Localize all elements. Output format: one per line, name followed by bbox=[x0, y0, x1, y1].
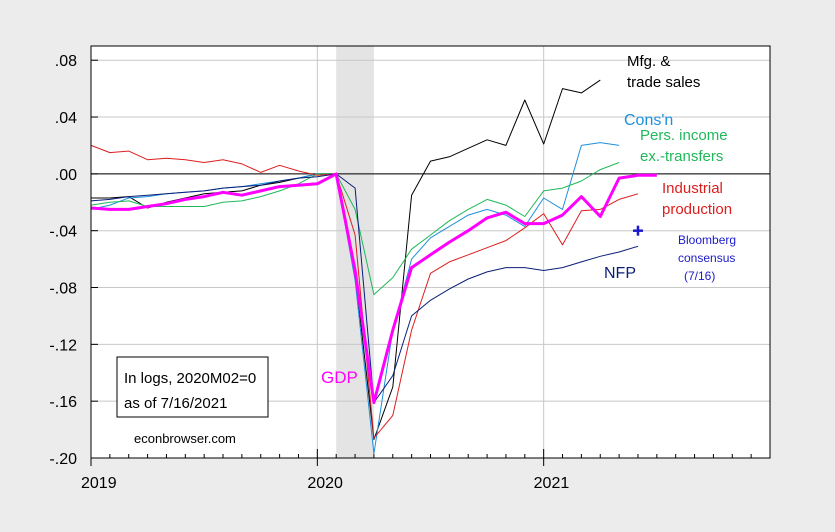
label-ip-line1: Industrial bbox=[662, 180, 723, 197]
y-tick-label: .04 bbox=[55, 110, 77, 127]
y-tick-label: -.20 bbox=[49, 451, 77, 468]
y-tick-label: .08 bbox=[55, 53, 77, 70]
series-pers-income-ex-transfers bbox=[90, 162, 620, 296]
label-bloomberg-line3: (7/16) bbox=[684, 269, 715, 283]
note-line1: In logs, 2020M02=0 bbox=[124, 370, 256, 387]
consensus-marker bbox=[632, 225, 643, 236]
label-bloomberg-line2: consensus bbox=[678, 251, 735, 265]
y-tick-label: -.16 bbox=[49, 394, 77, 411]
note-box bbox=[116, 356, 269, 418]
recession-shading bbox=[336, 46, 374, 458]
label-mfg-line1: Mfg. & bbox=[627, 53, 670, 70]
plot-border bbox=[90, 45, 771, 459]
series-nfp bbox=[90, 173, 639, 404]
label-ip-line2: production bbox=[662, 201, 732, 218]
series-gdp bbox=[90, 172, 657, 405]
note-line2: as of 7/16/2021 bbox=[124, 395, 227, 412]
y-tick-label: -.08 bbox=[49, 281, 77, 298]
y-axis-ticks: .08 .04 .00 -.04 -.08 -.12 -.16 -.20 bbox=[49, 53, 98, 468]
x-axis-ticks: 2019 2020 2021 bbox=[81, 449, 771, 492]
label-bloomberg-line1: Bloomberg bbox=[678, 233, 736, 247]
x-tick-label: 2019 bbox=[81, 475, 117, 492]
label-income-line2: ex.-transfers bbox=[640, 148, 723, 165]
label-consn: Cons'n bbox=[624, 112, 673, 129]
x-tick-label: 2020 bbox=[307, 475, 343, 492]
y-tick-label: .00 bbox=[55, 167, 77, 184]
label-nfp: NFP bbox=[604, 265, 636, 282]
y-tick-label: -.12 bbox=[49, 337, 77, 354]
label-income-line1: Pers. income bbox=[640, 127, 728, 144]
y-tick-label: -.04 bbox=[49, 224, 77, 241]
x-tick-label: 2021 bbox=[534, 475, 570, 492]
label-mfg-line2: trade sales bbox=[627, 74, 700, 91]
label-gdp: GDP bbox=[321, 368, 358, 387]
source-label: econbrowser.com bbox=[134, 431, 236, 446]
series-lines bbox=[90, 79, 657, 455]
